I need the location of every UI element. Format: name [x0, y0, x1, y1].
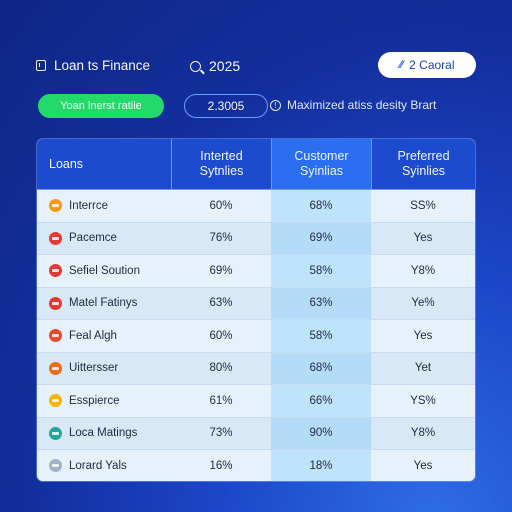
preferred-cell: Y8% [410, 427, 436, 440]
column-header-interted[interactable]: Interted Sytnlies [171, 139, 271, 189]
interted-cell: 69% [209, 264, 233, 277]
customer-cell: 66% [271, 385, 371, 417]
column-header-interted-label: Interted Sytnlies [199, 149, 244, 178]
app-brand[interactable]: Loan ts Finance [36, 58, 150, 73]
info-note: ! Maximized atiss desity Brart [270, 98, 436, 112]
table-row[interactable]: Pacemce 76% 69% Yes [37, 222, 475, 255]
preferred-cell: YS% [410, 394, 436, 407]
column-header-customer-label: Customer Syinlias [294, 149, 349, 178]
row-name: Matel Fatinys [69, 297, 138, 310]
red-circle-icon [49, 296, 62, 310]
red-circle-icon [49, 264, 62, 278]
interted-cell: 73% [209, 427, 233, 440]
green-blue-circle-icon [49, 426, 62, 440]
table-body: Interrce 60% 68% SS% Pacemce 76% 69% Yes Sefiel … [37, 190, 475, 481]
edit-icon: ∕∕ [399, 59, 404, 71]
preferred-cell: Yet [414, 362, 432, 375]
row-name: Lorard Yals [69, 459, 127, 472]
preferred-cell: Yes [413, 329, 433, 342]
table-row[interactable]: Lorard Yals 16% 18% Yes [37, 450, 475, 481]
customer-cell: 18% [271, 450, 371, 481]
cancel-button[interactable]: ∕∕ 2 Caoral [378, 52, 476, 78]
preferred-cell: Ye% [411, 297, 435, 310]
gray-circle-icon [49, 459, 62, 473]
customer-cell: 58% [271, 255, 371, 287]
table-row[interactable]: Interrce 60% 68% SS% [37, 190, 475, 223]
row-name-cell: Sefiel Soution [37, 255, 171, 287]
row-name-cell: Feal Algh [37, 320, 171, 352]
brand-label: Loan ts Finance [54, 58, 151, 73]
preferred-cell: Y8% [410, 264, 436, 277]
cancel-label: 2 Caoral [409, 58, 455, 72]
row-name: Pacemce [69, 232, 117, 245]
column-header-preferred-label: Preferred Syinlies [397, 149, 450, 178]
orange-circle-icon [49, 361, 62, 375]
customer-cell: 68% [271, 352, 371, 384]
preferred-cell: SS% [410, 199, 436, 212]
yellow-circle-icon [49, 394, 62, 408]
row-name: Interrce [69, 199, 108, 212]
customer-cell: 69% [271, 222, 371, 254]
row-name: Uittersser [69, 362, 119, 375]
red-square-icon [49, 329, 62, 343]
rate-value-field[interactable]: 2.3005 [184, 94, 268, 118]
interted-cell: 61% [209, 394, 233, 407]
table-row[interactable]: Esspierce 61% 66% YS% [37, 385, 475, 418]
row-name-cell: Esspierce [37, 385, 171, 417]
table-row[interactable]: Matel Fatinys 63% 63% Ye% [37, 287, 475, 320]
row-name-cell: Interrce [37, 190, 171, 222]
row-name-cell: Lorard Yals [37, 450, 171, 481]
orange-blue-circle-icon [49, 199, 62, 213]
column-header-loans[interactable]: Loans [49, 156, 84, 171]
table-row[interactable]: Uittersser 80% 68% Yet [37, 352, 475, 385]
red-circle-icon [49, 231, 62, 245]
row-name: Sefiel Soution [69, 264, 140, 277]
interted-cell: 60% [209, 199, 233, 212]
customer-cell: 68% [271, 190, 371, 222]
info-label: Maximized atiss desity Brart [287, 98, 437, 112]
document-icon [36, 60, 46, 71]
row-name-cell: Loca Matings [37, 418, 171, 450]
row-name: Feal Algh [69, 329, 117, 342]
customer-cell: 90% [271, 417, 371, 449]
year-label: 2025 [209, 58, 241, 74]
year-search[interactable]: 2025 [190, 58, 240, 74]
column-header-customer[interactable]: Customer Syinlias [271, 139, 371, 189]
customer-cell: 63% [271, 287, 371, 319]
preferred-cell: Yes [413, 459, 433, 472]
comparison-table: Loans Interted Sytnlies Customer Syinlia… [37, 139, 475, 481]
table-header: Loans Interted Sytnlies Customer Syinlia… [37, 139, 475, 190]
interted-cell: 63% [209, 297, 233, 310]
customer-cell: 58% [271, 320, 371, 352]
controls-row: Yoan lnerst ratile 2.3005 ! Maximized at… [38, 94, 476, 118]
column-header-preferred[interactable]: Preferred Syinlies [371, 139, 475, 189]
interest-rate-button[interactable]: Yoan lnerst ratile [38, 94, 164, 118]
preferred-cell: Yes [413, 232, 433, 245]
search-icon [190, 60, 201, 72]
row-name-cell: Pacemce [37, 223, 171, 255]
interted-cell: 80% [209, 362, 233, 375]
interted-cell: 16% [209, 459, 233, 472]
table-row[interactable]: Feal Algh 60% 58% Yes [37, 320, 475, 353]
info-icon: ! [270, 99, 281, 111]
interted-cell: 60% [209, 329, 233, 342]
table-row[interactable]: Loca Matings 73% 90% Y8% [37, 417, 475, 450]
interted-cell: 76% [209, 232, 233, 245]
row-name: Loca Matings [69, 427, 138, 440]
row-name: Esspierce [69, 394, 120, 407]
top-bar: Loan ts Finance 2025 ∕∕ 2 Caoral [36, 52, 476, 80]
row-name-cell: Uittersser [37, 353, 171, 385]
row-name-cell: Matel Fatinys [37, 288, 171, 320]
table-row[interactable]: Sefiel Soution 69% 58% Y8% [37, 255, 475, 288]
